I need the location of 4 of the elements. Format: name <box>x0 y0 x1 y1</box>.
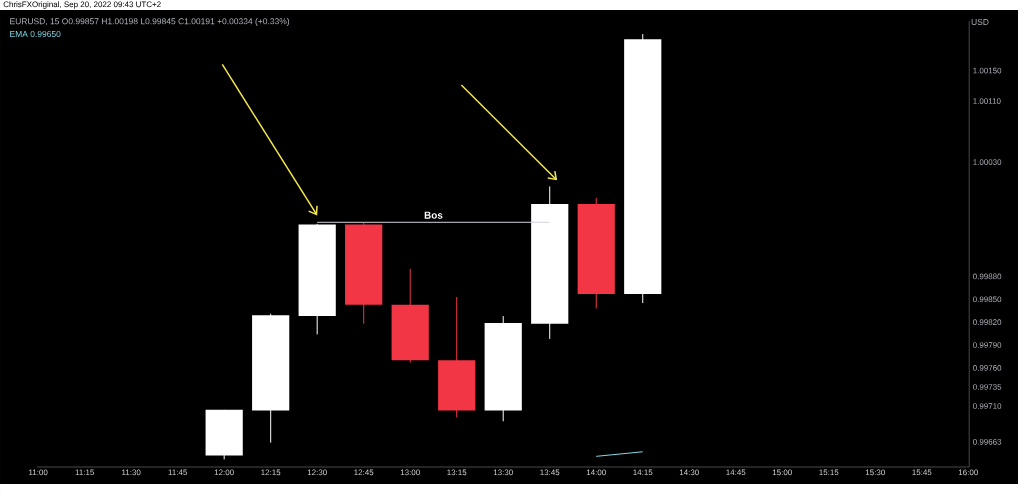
text: EMA 0.99650 <box>10 31 61 37</box>
chart-title: EURUSD, 15 O0.99857 H1.00198 L0.99845 C1.00191 +0.00334 (+0.33%) <box>10 18 290 26</box>
y-axis-title: USD <box>971 19 989 25</box>
series-label: Bos <box>424 211 443 219</box>
